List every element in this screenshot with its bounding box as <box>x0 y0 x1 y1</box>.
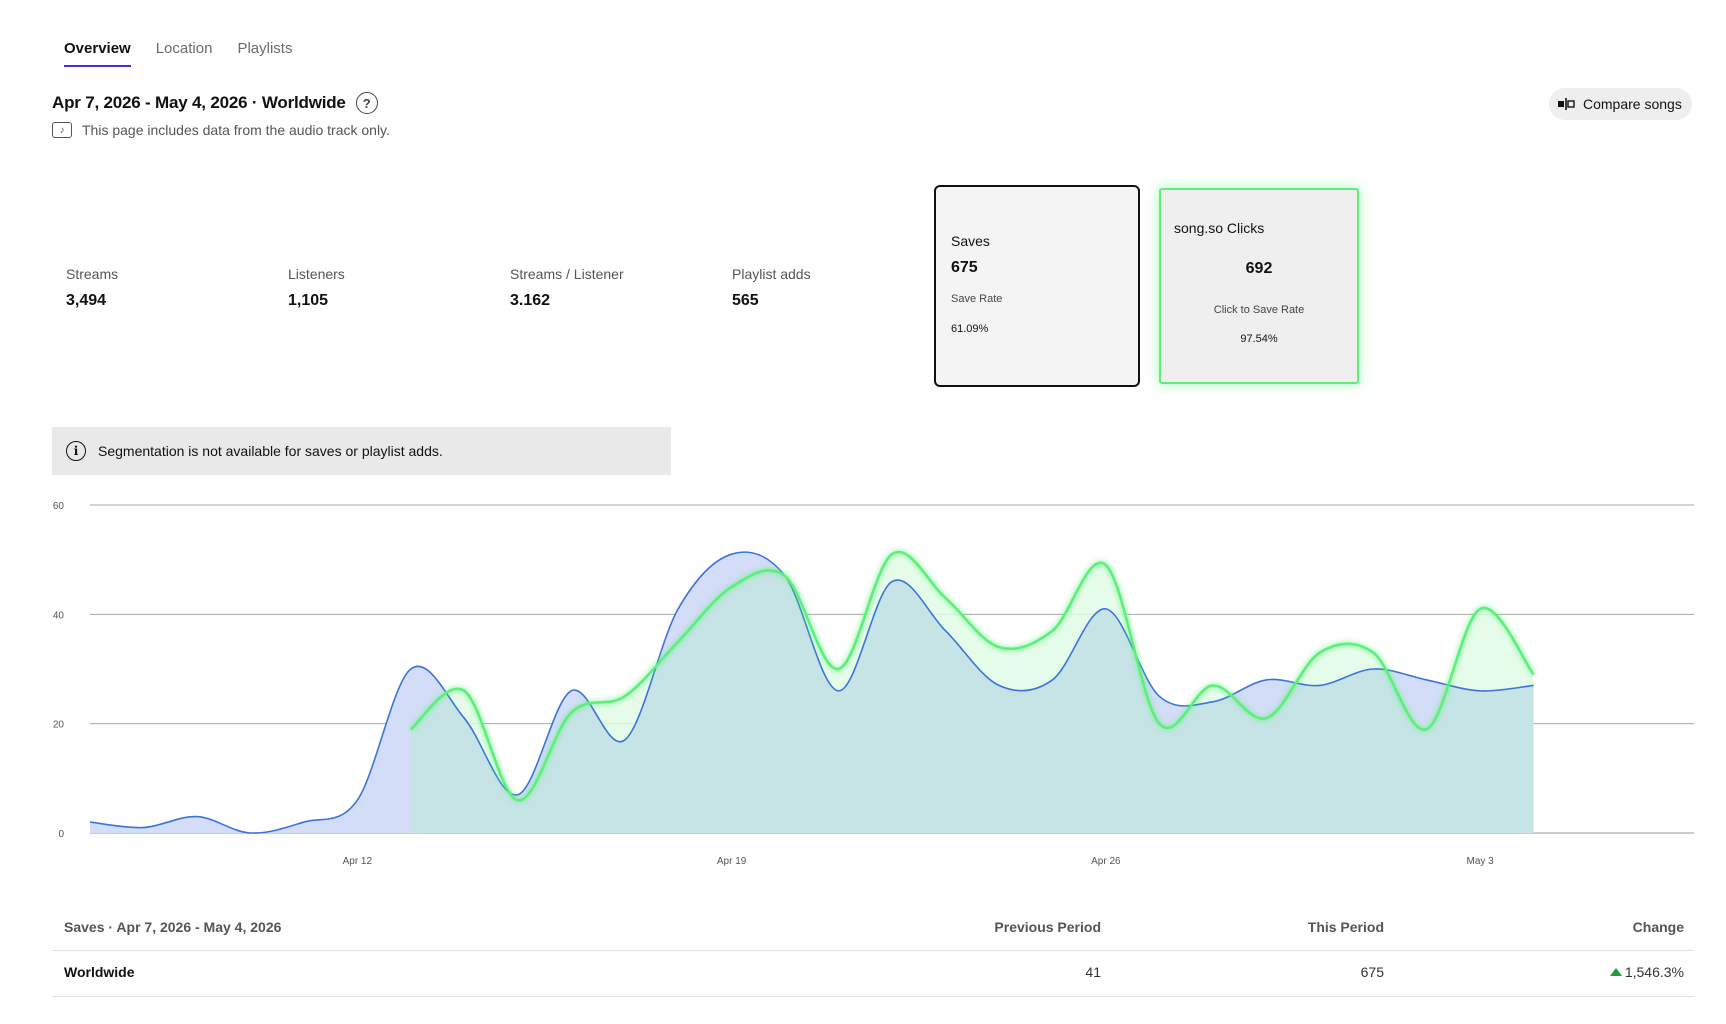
stat-label: Listeners <box>288 266 345 282</box>
segmentation-banner: i Segmentation is not available for save… <box>52 427 671 475</box>
tab-overview[interactable]: Overview <box>64 40 131 67</box>
save-rate-value: 61.09% <box>951 323 989 335</box>
audio-note-text: This page includes data from the audio t… <box>82 122 390 138</box>
clicks-card[interactable]: song.so Clicks 692 Click to Save Rate 97… <box>1159 188 1359 384</box>
stat-listeners[interactable]: Listeners 1,105 <box>288 266 345 310</box>
audio-track-icon: ♪ <box>52 122 72 138</box>
overlap-area <box>410 552 1534 833</box>
compare-songs-button[interactable]: Compare songs <box>1549 88 1692 120</box>
compare-icon <box>1558 98 1575 110</box>
row-name: Worldwide <box>64 964 135 980</box>
row-this: 675 <box>1360 964 1384 980</box>
col-this-period[interactable]: This Period <box>1307 919 1384 935</box>
row-change-value: 1,546.3% <box>1624 964 1684 980</box>
segmentation-banner-text: Segmentation is not available for saves … <box>98 443 443 459</box>
stat-playlist-adds[interactable]: Playlist adds 565 <box>732 266 811 310</box>
stat-value: 3,494 <box>66 292 107 309</box>
stat-label: Streams <box>66 266 119 282</box>
clicks-value: 692 <box>1245 260 1273 277</box>
col-previous-period[interactable]: Previous Period <box>994 919 1101 935</box>
save-rate-label: Save Rate <box>951 293 1003 305</box>
clicks-series-line <box>409 550 1535 802</box>
audio-note: ♪ This page includes data from the audio… <box>52 122 390 138</box>
date-range-title: Apr 7, 2026 - May 4, 2026 · Worldwide <box>52 93 346 112</box>
saves-value: 675 <box>951 259 978 276</box>
saves-chart[interactable]: 0 20 40 60 Apr 12 Apr 19 Apr 26 May 3 <box>0 490 1726 880</box>
col-change[interactable]: Change <box>1632 919 1684 935</box>
date-range-header: Apr 7, 2026 - May 4, 2026 · Worldwide ? <box>52 92 378 114</box>
y-tick-label: 40 <box>53 610 65 621</box>
stat-streams[interactable]: Streams 3,494 <box>66 266 118 310</box>
compare-songs-label: Compare songs <box>1583 96 1682 112</box>
y-tick-label: 20 <box>53 720 65 731</box>
stat-label: Streams / Listener <box>510 266 624 282</box>
question-circle-icon[interactable]: ? <box>355 92 378 114</box>
tab-location[interactable]: Location <box>155 40 213 57</box>
saves-label: Saves <box>951 233 990 249</box>
x-tick-label: Apr 26 <box>1091 856 1121 867</box>
divider <box>52 950 1694 951</box>
stat-value: 3.162 <box>510 292 551 309</box>
click-to-save-rate-value: 97.54% <box>1240 333 1278 345</box>
stat-value: 565 <box>732 292 759 309</box>
click-to-save-rate-label: Click to Save Rate <box>1213 304 1305 316</box>
y-tick-label: 0 <box>58 829 64 840</box>
saves-card[interactable]: Saves 675 Save Rate 61.09% <box>934 185 1140 387</box>
x-tick-label: Apr 12 <box>343 856 373 867</box>
row-previous: 41 <box>1085 964 1101 980</box>
x-tick-label: Apr 19 <box>717 856 747 867</box>
row-change: 1,546.3% <box>1609 964 1684 980</box>
tab-playlists[interactable]: Playlists <box>237 40 293 57</box>
table-title: Saves · Apr 7, 2026 - May 4, 2026 <box>64 919 282 935</box>
stat-label: Playlist adds <box>732 266 811 282</box>
stat-streams-per-listener[interactable]: Streams / Listener 3.162 <box>510 266 624 310</box>
clicks-label: song.so Clicks <box>1174 220 1265 236</box>
y-tick-label: 60 <box>53 501 65 512</box>
tab-bar: Overview Location Playlists <box>64 40 292 67</box>
x-tick-label: May 3 <box>1467 856 1495 867</box>
info-icon: i <box>66 441 86 461</box>
trend-up-icon <box>1609 968 1622 976</box>
stat-value: 1,105 <box>288 292 329 309</box>
divider <box>52 996 1694 997</box>
